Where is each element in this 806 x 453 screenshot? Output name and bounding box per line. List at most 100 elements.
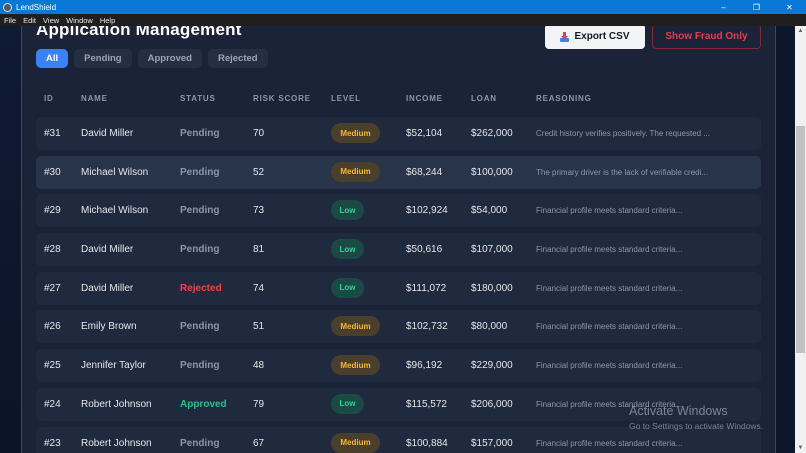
- row-reasoning: Financial profile meets standard criteri…: [536, 399, 683, 409]
- table-row[interactable]: #29 Michael Wilson Pending 73 Low $102,9…: [36, 194, 761, 228]
- row-status: Pending: [180, 166, 220, 178]
- scroll-down-arrow-icon[interactable]: ▼: [797, 445, 804, 451]
- row-reasoning: Financial profile meets standard criteri…: [536, 361, 683, 371]
- show-fraud-only-button[interactable]: Show Fraud Only: [652, 26, 761, 49]
- row-loan: $229,000: [471, 360, 513, 372]
- row-loan: $107,000: [471, 244, 513, 256]
- filter-rejected[interactable]: Rejected: [207, 49, 268, 68]
- row-name: Michael Wilson: [81, 205, 149, 217]
- row-name: David Miller: [81, 244, 134, 256]
- row-id: #28: [44, 244, 61, 256]
- menu-help[interactable]: Help: [99, 15, 116, 25]
- column-reasoning[interactable]: REASONING: [536, 94, 592, 103]
- table-row[interactable]: #31 David Miller Pending 70 Medium $52,1…: [36, 117, 761, 150]
- column-loan[interactable]: LOAN: [471, 94, 497, 103]
- row-name: David Miller: [81, 282, 134, 294]
- row-reasoning: Financial profile meets standard criteri…: [536, 283, 683, 293]
- row-income: $102,924: [406, 205, 448, 217]
- applications-table-body: #31 David Miller Pending 70 Medium $52,1…: [36, 117, 761, 453]
- row-loan: $100,000: [471, 166, 513, 178]
- minimize-button[interactable]: –: [721, 2, 726, 12]
- row-loan: $206,000: [471, 398, 513, 410]
- menu-view[interactable]: View: [43, 15, 60, 25]
- row-loan: $180,000: [471, 282, 513, 294]
- column-income[interactable]: INCOME: [406, 94, 443, 103]
- row-id: #30: [44, 166, 61, 178]
- watermark-subtitle: Go to Settings to activate Windows.: [629, 421, 764, 431]
- row-reasoning: Financial profile meets standard criteri…: [536, 438, 683, 448]
- application-management-panel: Application Management Export CSV Show F…: [21, 26, 776, 453]
- menu-edit[interactable]: Edit: [23, 15, 37, 25]
- title-bar: LendShield – ❐ ✕: [0, 0, 806, 14]
- close-button[interactable]: ✕: [786, 2, 793, 12]
- row-reasoning: Financial profile meets standard criteri…: [536, 322, 683, 332]
- scrollbar-thumb[interactable]: [796, 126, 805, 353]
- row-risk-score: 74: [253, 282, 265, 294]
- table-row[interactable]: #26 Emily Brown Pending 51 Medium $102,7…: [36, 310, 761, 344]
- row-risk-score: 81: [253, 244, 265, 256]
- row-reasoning: Financial profile meets standard criteri…: [536, 245, 683, 255]
- scroll-up-arrow-icon[interactable]: ▲: [797, 28, 804, 34]
- row-reasoning: The primary driver is the lack of verifi…: [536, 167, 709, 177]
- row-status: Pending: [180, 244, 220, 256]
- vertical-scrollbar[interactable]: ▲ ▼: [795, 26, 806, 453]
- column-name[interactable]: NAME: [81, 94, 108, 103]
- export-csv-button[interactable]: Export CSV: [545, 26, 645, 49]
- risk-level-badge: Low: [331, 239, 364, 260]
- column-id[interactable]: ID: [44, 94, 54, 103]
- row-status: Pending: [180, 321, 220, 333]
- filter-all[interactable]: All: [36, 49, 69, 68]
- row-reasoning: Financial profile meets standard criteri…: [536, 206, 683, 216]
- risk-level-badge: Low: [331, 393, 364, 414]
- row-status: Rejected: [180, 282, 222, 294]
- column-status[interactable]: STATUS: [180, 94, 216, 103]
- row-id: #25: [44, 360, 61, 372]
- row-risk-score: 70: [253, 128, 265, 139]
- table-row[interactable]: #23 Robert Johnson Pending 67 Medium $10…: [36, 426, 761, 453]
- menu-bar: File Edit View Window Help: [0, 14, 806, 26]
- row-name: Emily Brown: [81, 321, 137, 333]
- row-risk-score: 73: [253, 205, 265, 217]
- activate-windows-watermark: Activate Windows Go to Settings to activ…: [629, 404, 763, 431]
- row-income: $102,732: [406, 321, 448, 333]
- column-level[interactable]: LEVEL: [331, 94, 361, 103]
- filter-pending[interactable]: Pending: [74, 49, 132, 68]
- row-name: David Miller: [81, 128, 134, 139]
- risk-level-badge: Medium: [331, 123, 380, 143]
- table-row[interactable]: #24 Robert Johnson Approved 79 Low $115,…: [36, 387, 761, 421]
- filter-approved[interactable]: Approved: [137, 49, 202, 68]
- table-header: ID NAME STATUS RISK SCORE LEVEL INCOME L…: [36, 94, 761, 106]
- row-loan: $80,000: [471, 321, 508, 333]
- export-csv-label: Export CSV: [574, 31, 630, 42]
- row-name: Robert Johnson: [81, 398, 152, 410]
- maximize-button[interactable]: ❐: [752, 2, 761, 12]
- background-right: [776, 26, 795, 453]
- window-controls: – ❐ ✕: [707, 0, 806, 14]
- window-title: LendShield: [16, 2, 57, 12]
- row-income: $115,572: [406, 398, 447, 410]
- menu-file[interactable]: File: [4, 15, 17, 25]
- background-left: [0, 26, 21, 453]
- row-loan: $262,000: [471, 128, 513, 139]
- row-status: Pending: [180, 205, 220, 217]
- risk-level-badge: Low: [331, 277, 364, 298]
- row-name: Michael Wilson: [81, 166, 149, 178]
- row-income: $111,072: [406, 282, 447, 294]
- row-id: #23: [44, 437, 61, 449]
- column-risk-score[interactable]: RISK SCORE: [253, 94, 311, 103]
- row-income: $50,616: [406, 244, 443, 256]
- table-row[interactable]: #30 Michael Wilson Pending 52 Medium $68…: [36, 155, 761, 189]
- row-status: Pending: [180, 360, 220, 372]
- row-status: Approved: [180, 398, 227, 410]
- row-reasoning: Credit history verifies positively. The …: [536, 129, 710, 138]
- row-risk-score: 48: [253, 360, 265, 372]
- row-id: #26: [44, 321, 61, 333]
- risk-level-badge: Medium: [331, 432, 380, 453]
- menu-window[interactable]: Window: [66, 15, 93, 25]
- table-row[interactable]: #28 David Miller Pending 81 Low $50,616 …: [36, 233, 761, 267]
- row-risk-score: 52: [253, 166, 265, 178]
- row-loan: $54,000: [471, 205, 508, 217]
- row-status: Pending: [180, 128, 220, 139]
- table-row[interactable]: #27 David Miller Rejected 74 Low $111,07…: [36, 271, 761, 305]
- table-row[interactable]: #25 Jennifer Taylor Pending 48 Medium $9…: [36, 349, 761, 383]
